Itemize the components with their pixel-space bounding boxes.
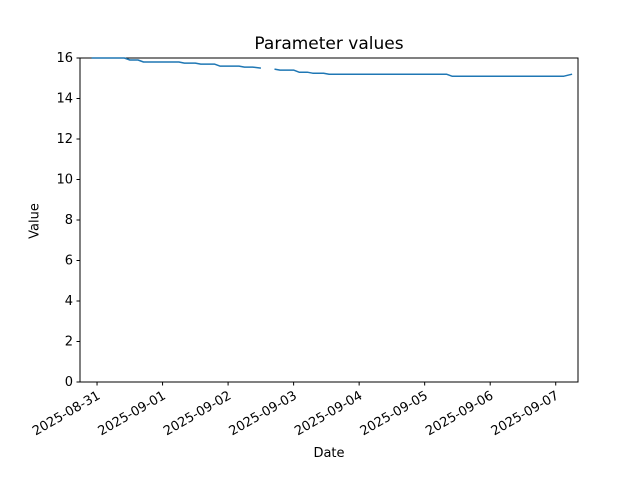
x-tick-label: 2025-08-31: [30, 388, 103, 439]
x-tick-label: 2025-09-04: [292, 388, 365, 439]
x-axis-label: Date: [313, 446, 345, 461]
y-tick-label: 0: [65, 375, 73, 390]
x-tick-label: 2025-09-05: [358, 388, 431, 439]
x-tick-label: 2025-09-03: [227, 388, 300, 439]
data-line-parameter-value: [274, 68, 573, 77]
axes-box: [79, 57, 579, 383]
y-tick-label: 16: [56, 51, 73, 66]
x-tick-label: 2025-09-06: [423, 388, 496, 439]
y-tick-label: 12: [56, 132, 73, 147]
y-tick-label: 14: [56, 92, 73, 107]
y-tick-label: 8: [65, 213, 73, 228]
x-tick-label: 2025-09-02: [161, 388, 234, 439]
data-line-parameter-value: [91, 57, 261, 69]
y-tick-label: 10: [56, 173, 73, 188]
x-tick-label: 2025-09-07: [489, 388, 562, 439]
chart-title: Parameter values: [254, 34, 404, 54]
y-tick-label: 4: [65, 294, 73, 309]
y-tick-label: 2: [65, 335, 73, 350]
x-tick-label: 2025-09-01: [96, 388, 169, 439]
y-tick-label: 6: [65, 254, 73, 269]
